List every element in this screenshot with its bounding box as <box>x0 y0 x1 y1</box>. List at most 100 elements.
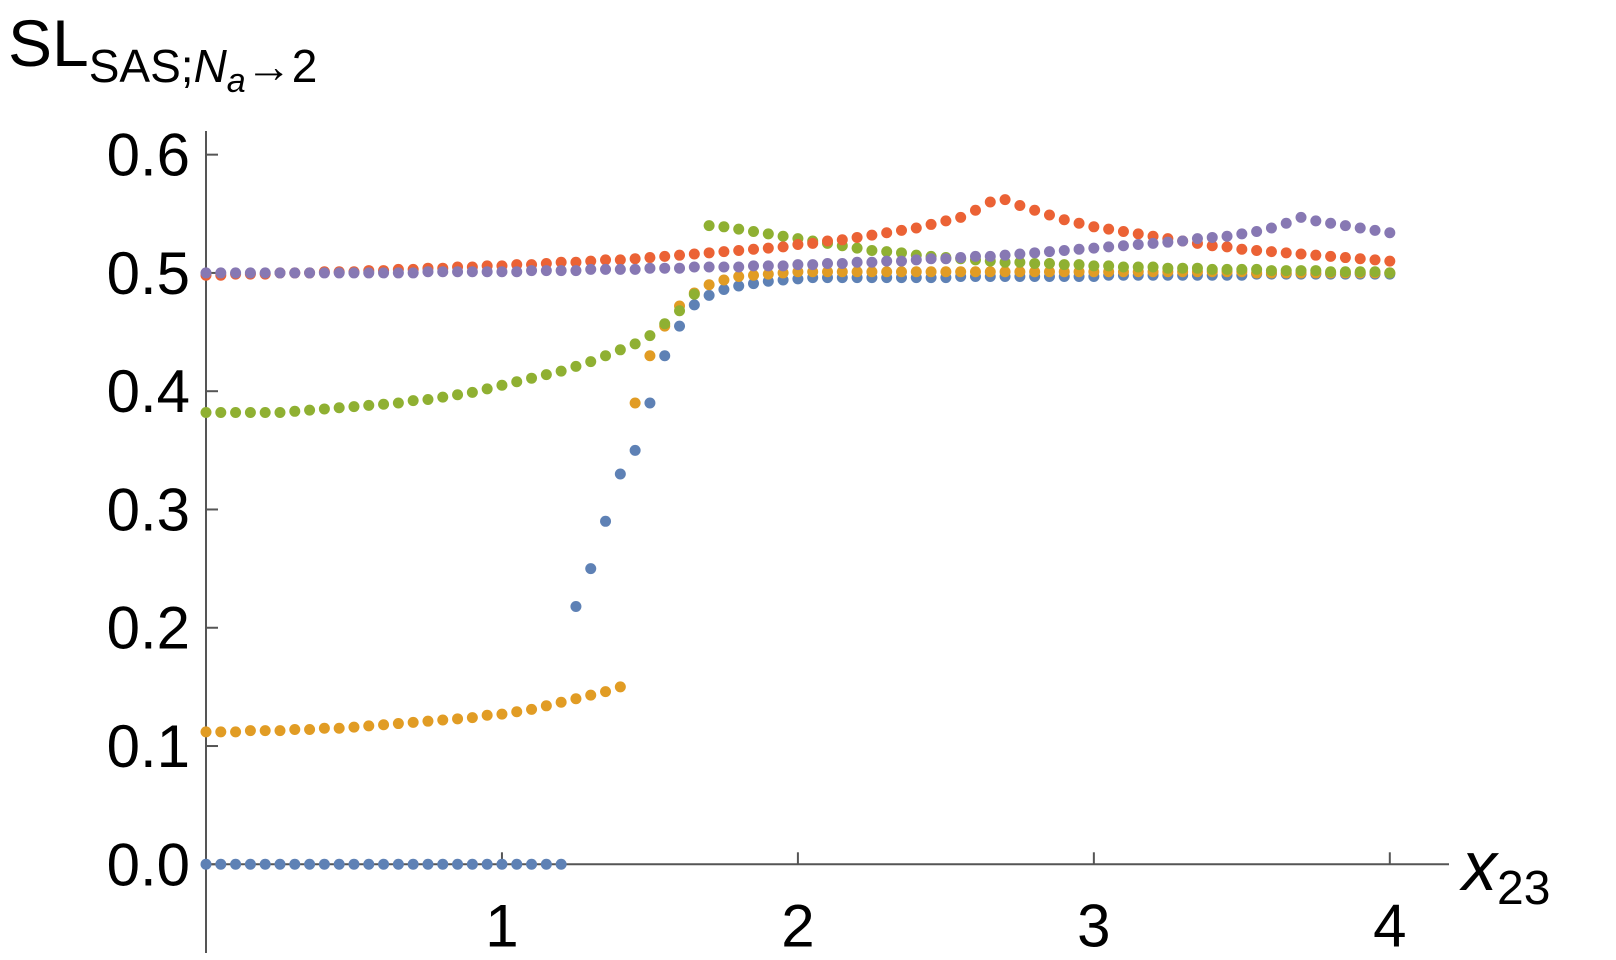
data-point <box>570 265 582 277</box>
data-point <box>1058 244 1070 256</box>
data-point <box>244 858 256 870</box>
data-point <box>644 350 656 362</box>
x-tick-label: 1 <box>485 892 518 959</box>
data-point <box>1191 233 1203 245</box>
data-point <box>718 246 730 258</box>
x-label-sub: 23 <box>1497 862 1550 915</box>
data-point <box>289 723 301 735</box>
data-point <box>851 231 863 243</box>
data-point <box>1043 246 1055 258</box>
data-point <box>1265 246 1277 258</box>
data-point <box>274 725 286 737</box>
data-point <box>274 267 286 279</box>
data-point <box>407 395 419 407</box>
data-point <box>688 261 700 273</box>
data-point <box>392 718 404 730</box>
y-tick-label: 0.5 <box>107 240 190 307</box>
data-point <box>230 858 242 870</box>
data-point <box>407 267 419 279</box>
data-point <box>984 250 996 262</box>
data-point <box>674 305 686 317</box>
data-point <box>851 256 863 268</box>
data-point <box>1088 221 1100 233</box>
data-point <box>244 267 256 279</box>
data-point <box>466 712 478 724</box>
data-point <box>318 858 330 870</box>
data-point <box>230 267 242 279</box>
data-point <box>1103 241 1115 253</box>
data-point <box>1073 217 1085 229</box>
data-point <box>1265 222 1277 234</box>
data-point <box>836 234 848 246</box>
data-point <box>1029 247 1041 259</box>
data-point <box>895 247 907 259</box>
data-point <box>822 235 833 247</box>
data-point <box>836 266 848 278</box>
data-point <box>318 403 330 415</box>
data-point <box>511 706 523 718</box>
data-point <box>437 714 449 726</box>
data-point <box>1280 265 1292 277</box>
data-point <box>807 259 819 271</box>
data-point <box>688 288 700 300</box>
y-label-sub-sub: a <box>227 62 246 100</box>
data-point <box>1236 228 1248 240</box>
data-point <box>259 406 271 418</box>
data-point <box>407 716 419 728</box>
data-point <box>466 266 478 278</box>
data-point <box>718 283 730 295</box>
data-point <box>496 708 508 720</box>
data-point <box>540 700 552 712</box>
data-point <box>481 383 493 395</box>
data-point <box>200 858 212 870</box>
data-point <box>378 267 390 279</box>
data-point <box>348 401 360 413</box>
data-point <box>1236 243 1248 255</box>
data-point <box>348 721 360 733</box>
data-point <box>748 226 760 238</box>
data-point <box>540 858 552 870</box>
data-point <box>437 266 449 278</box>
data-point <box>614 681 626 693</box>
data-point <box>910 222 922 234</box>
data-point <box>1369 224 1381 236</box>
data-point <box>674 320 686 332</box>
data-point <box>1295 265 1307 277</box>
data-point <box>555 858 567 870</box>
y-label-main: SL <box>8 6 89 80</box>
data-point <box>1354 222 1366 234</box>
data-point <box>481 709 493 721</box>
data-point <box>274 406 286 418</box>
data-point <box>1369 266 1381 278</box>
data-point <box>659 318 671 330</box>
data-point <box>1117 226 1129 238</box>
data-point <box>259 725 271 737</box>
data-point <box>378 398 390 410</box>
data-point <box>629 253 641 265</box>
data-point <box>659 250 671 262</box>
data-point <box>481 266 493 278</box>
data-point <box>822 266 833 278</box>
data-point <box>392 858 404 870</box>
data-point <box>881 227 893 239</box>
data-point <box>496 266 508 278</box>
data-point <box>259 858 271 870</box>
data-point <box>511 266 523 278</box>
data-point <box>955 252 967 264</box>
data-point <box>452 389 464 401</box>
data-point <box>304 267 316 279</box>
data-point <box>348 858 360 870</box>
data-point <box>392 397 404 409</box>
data-point <box>348 267 360 279</box>
data-point <box>674 249 686 261</box>
data-point <box>777 260 789 272</box>
data-point <box>644 262 656 274</box>
data-point <box>1191 262 1203 274</box>
data-point <box>1354 253 1366 265</box>
data-point <box>1132 228 1144 240</box>
data-point <box>407 858 419 870</box>
data-point <box>733 244 745 256</box>
data-point <box>1339 266 1351 278</box>
data-point <box>851 266 863 278</box>
data-point <box>836 257 848 269</box>
